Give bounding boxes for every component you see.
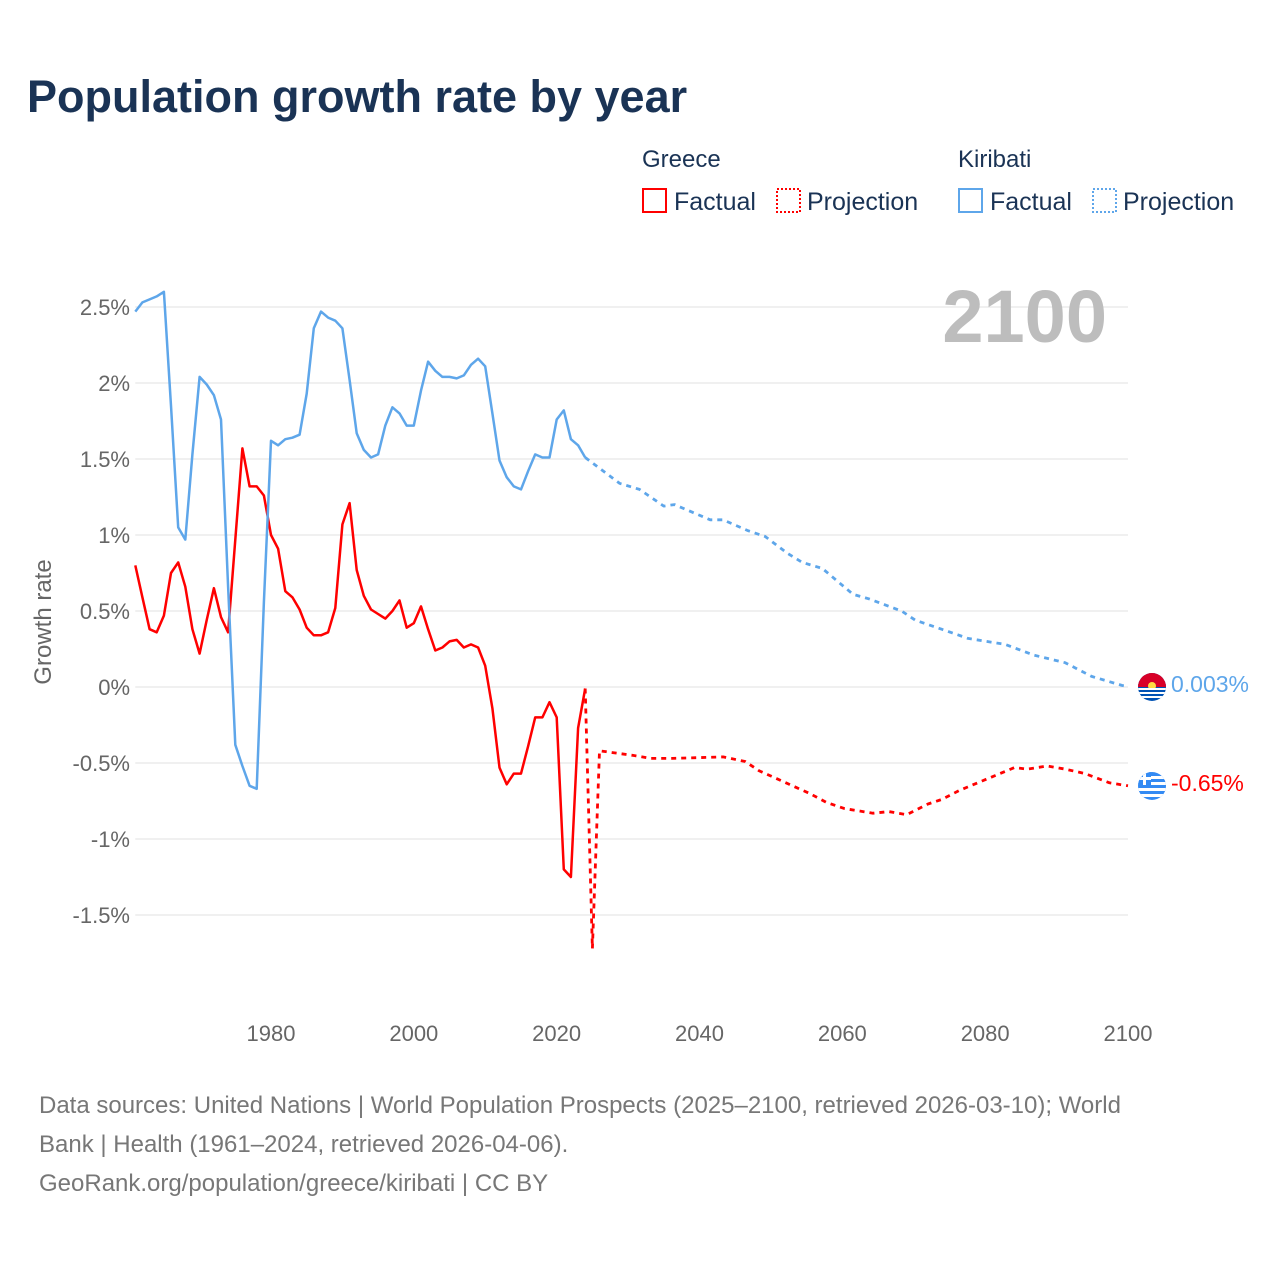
legend-greece-factual[interactable]: Factual <box>674 188 756 216</box>
y-axis-title: Growth rate <box>30 559 57 684</box>
footer-sources-line2: Bank | Health (1961–2024, retrieved 2026… <box>39 1131 568 1158</box>
series-lines <box>134 290 1129 950</box>
y-tick-label: -1% <box>91 827 130 852</box>
legend-greece-projection[interactable]: Projection <box>807 188 918 216</box>
x-tick-label: 2040 <box>675 1021 724 1046</box>
chart-title: Population growth rate by year <box>27 71 687 122</box>
x-tick-label: 1980 <box>247 1021 296 1046</box>
end-label-greece: -0.65% <box>1171 770 1244 796</box>
y-tick-label: 2% <box>98 371 130 396</box>
greece-projection-line <box>583 688 1129 950</box>
end-marker-kiribati: 0.003% <box>1138 671 1249 701</box>
legend-group-kiribati: Kiribati <box>958 146 1031 173</box>
y-tick-label: -0.5% <box>73 751 130 776</box>
legend: Greece Factual Projection Kiribati Factu… <box>642 146 1234 216</box>
footer-sources-line1: Data sources: United Nations | World Pop… <box>39 1092 1121 1119</box>
y-tick-label: 0% <box>98 675 130 700</box>
x-tick-label: 2100 <box>1104 1021 1153 1046</box>
y-axis-ticks: 2.5% 2% 1.5% 1% 0.5% 0% -0.5% -1% -1.5% <box>73 295 130 928</box>
x-tick-label: 2080 <box>961 1021 1010 1046</box>
end-marker-greece: -0.65% <box>1138 770 1244 800</box>
end-label-kiribati: 0.003% <box>1171 671 1249 697</box>
legend-kiribati-projection[interactable]: Projection <box>1123 188 1234 216</box>
kiribati-projection-line <box>584 456 1129 688</box>
greece-factual-line <box>134 447 587 879</box>
y-tick-label: 0.5% <box>80 599 130 624</box>
year-indicator: 2100 <box>942 275 1107 358</box>
legend-group-greece: Greece <box>642 146 721 173</box>
y-tick-label: 2.5% <box>80 295 130 320</box>
y-tick-label: -1.5% <box>73 903 130 928</box>
legend-swatch-kiribati-factual <box>958 188 983 213</box>
kiribati-factual-line <box>134 290 587 791</box>
legend-swatch-greece-factual <box>642 188 667 213</box>
legend-swatch-kiribati-projection <box>1092 188 1117 213</box>
legend-kiribati-factual[interactable]: Factual <box>990 188 1072 216</box>
greece-flag-icon <box>1138 772 1166 800</box>
footer-attribution[interactable]: GeoRank.org/population/greece/kiribati |… <box>39 1170 548 1197</box>
x-tick-label: 2020 <box>532 1021 581 1046</box>
x-tick-label: 2000 <box>389 1021 438 1046</box>
gridlines <box>135 306 1128 916</box>
x-axis-ticks: 1980 2000 2020 2040 2060 2080 2100 <box>247 1021 1153 1046</box>
kiribati-flag-icon <box>1138 673 1166 701</box>
x-tick-label: 2060 <box>818 1021 867 1046</box>
y-tick-label: 1% <box>98 523 130 548</box>
y-tick-label: 1.5% <box>80 447 130 472</box>
footer: Data sources: United Nations | World Pop… <box>39 1092 1121 1197</box>
legend-swatch-greece-projection <box>776 188 801 213</box>
